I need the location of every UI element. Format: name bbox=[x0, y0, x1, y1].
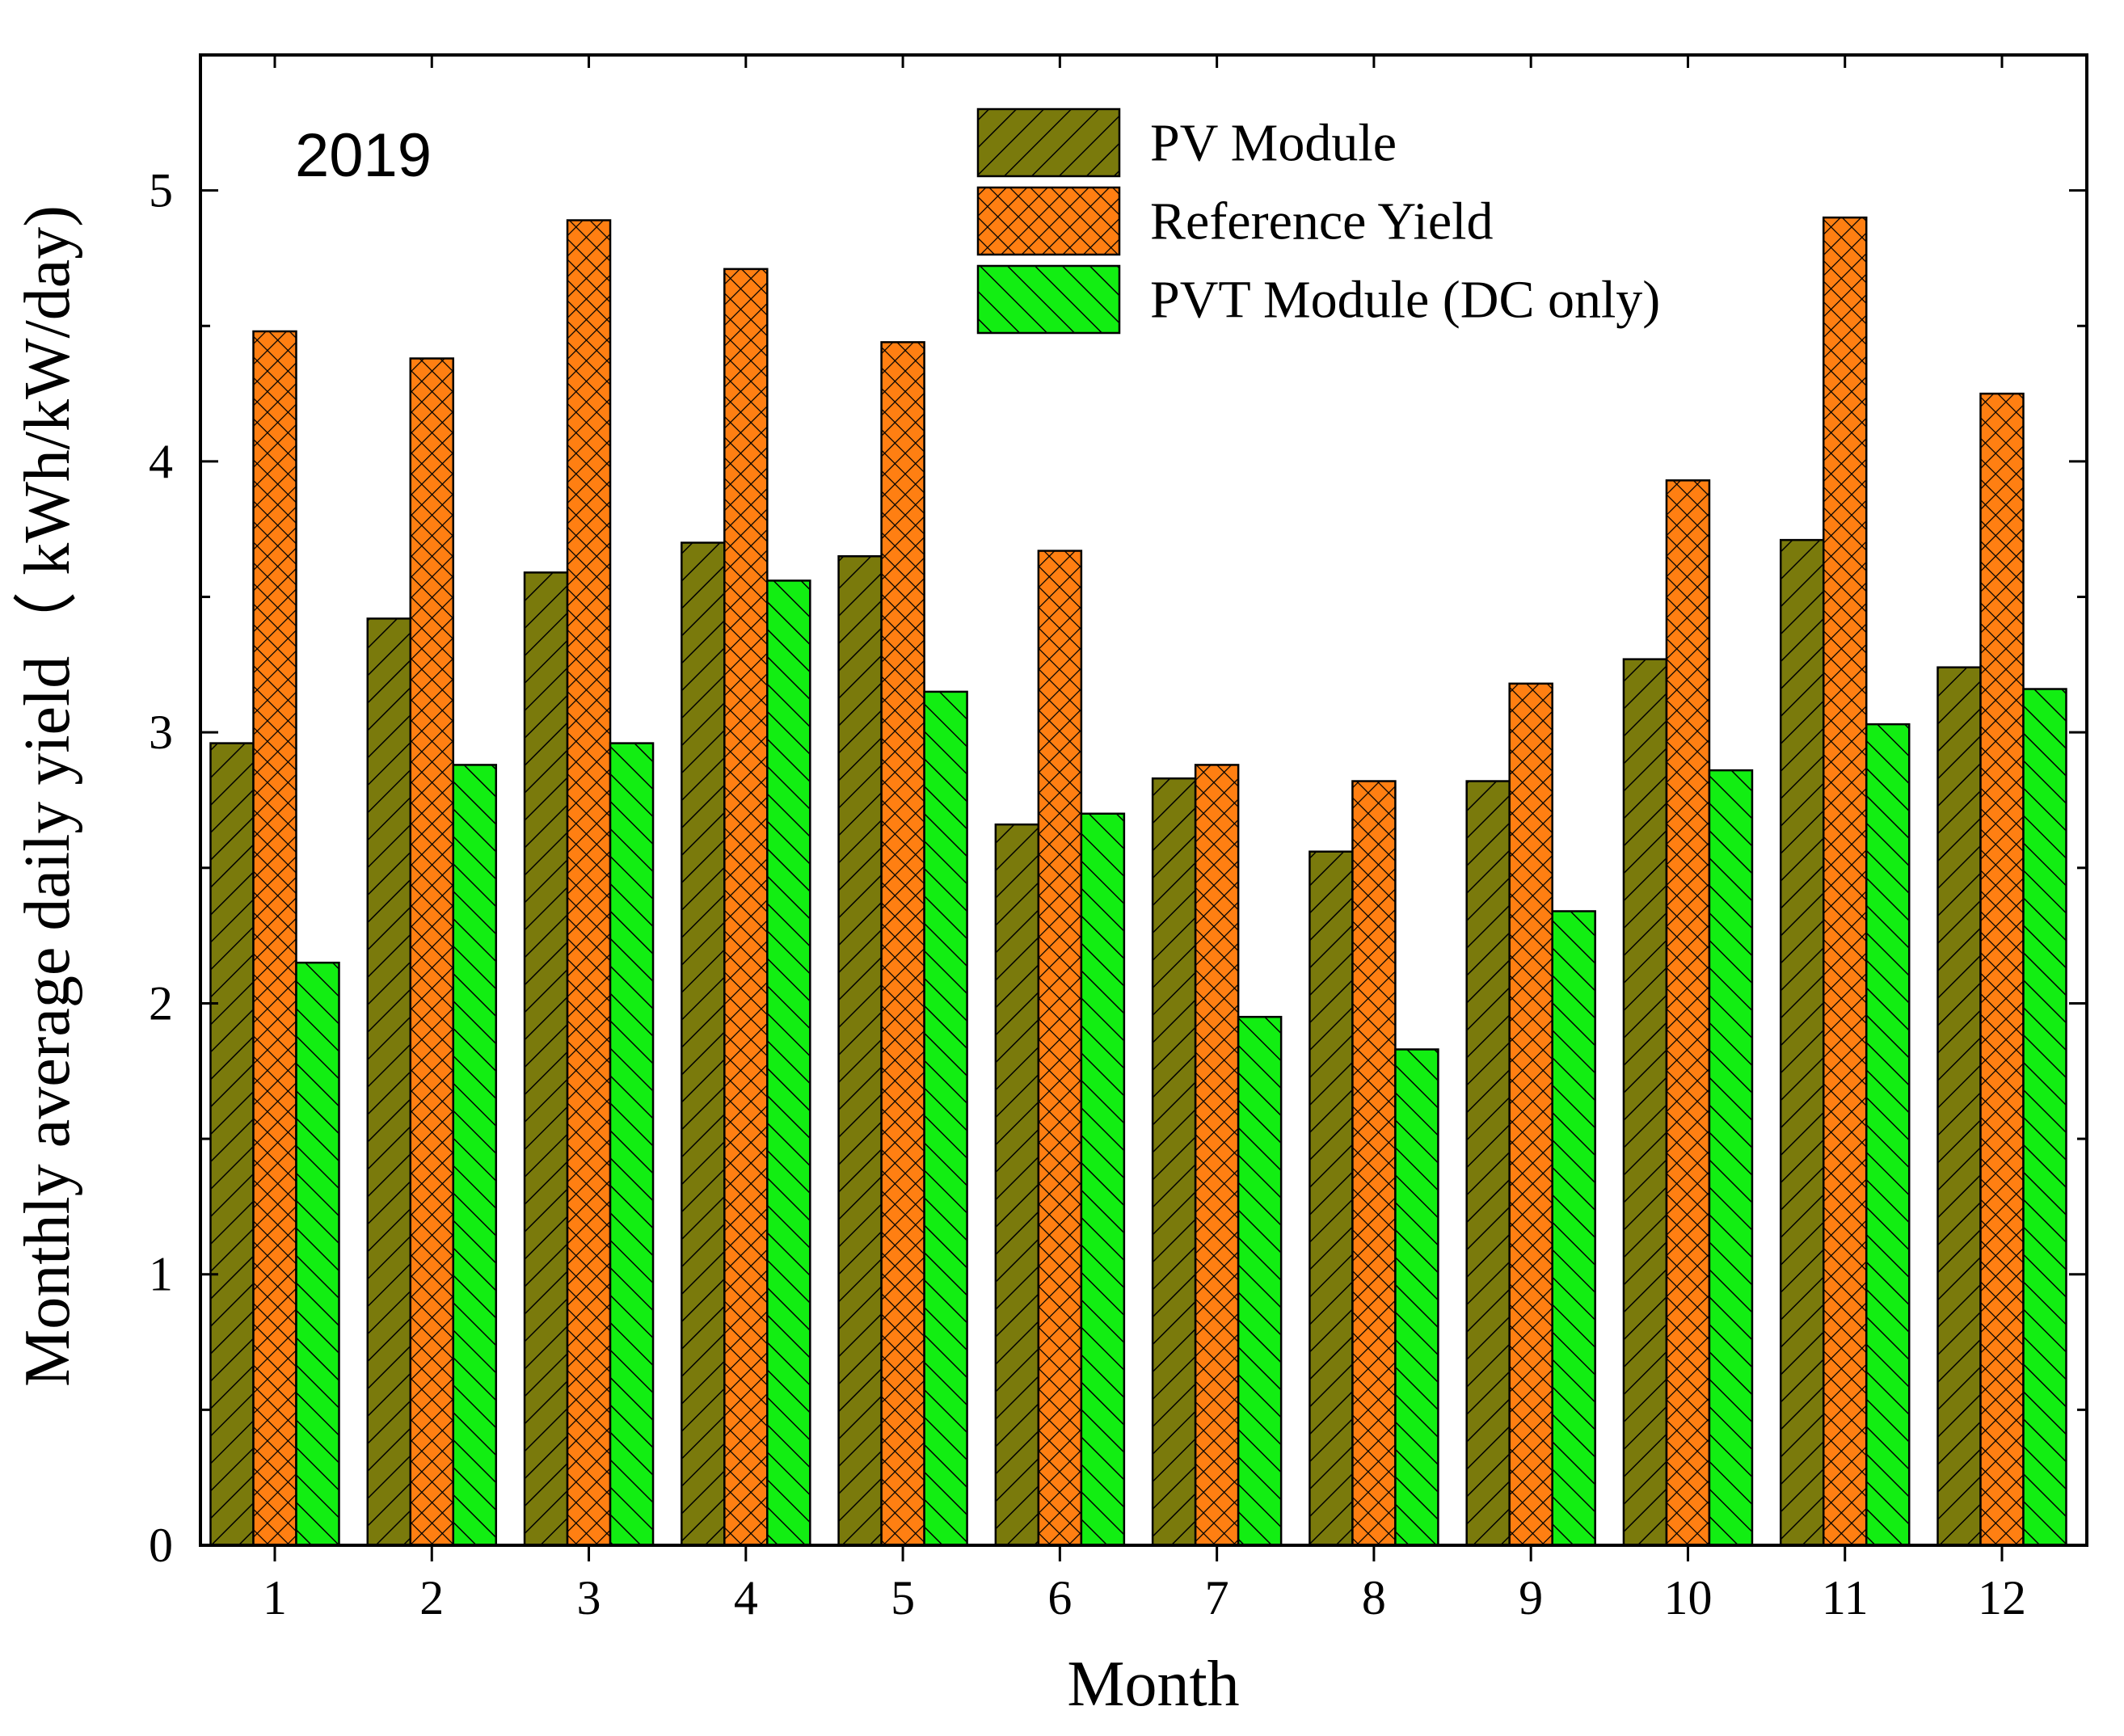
legend-swatch bbox=[976, 186, 1121, 256]
bar-pv-module-month-6 bbox=[994, 823, 1040, 1547]
x-tick-label: 5 bbox=[891, 1571, 915, 1624]
bar-pv-module-month-2 bbox=[366, 617, 412, 1547]
axes-group bbox=[199, 53, 2088, 1547]
bar-pvt-module-dc-only-month-4 bbox=[766, 579, 811, 1547]
bar-pvt-module-dc-only-month-12 bbox=[2022, 688, 2067, 1547]
bar-pv-module-month-11 bbox=[1779, 538, 1825, 1547]
legend-label: PV Module bbox=[1150, 114, 1397, 173]
x-tick-label: 1 bbox=[263, 1571, 287, 1624]
bar-pv-module-month-3 bbox=[523, 571, 569, 1547]
x-tick-label: 3 bbox=[577, 1571, 601, 1624]
x-tick-label: 7 bbox=[1205, 1571, 1229, 1624]
legend-label: Reference Yield bbox=[1150, 192, 1494, 251]
bar-pvt-module-dc-only-month-5 bbox=[923, 690, 968, 1547]
bar-pvt-module-dc-only-month-9 bbox=[1551, 910, 1596, 1547]
bar-pv-module-month-1 bbox=[209, 742, 255, 1547]
y-axis-title: Monthly average daily yield（ kWh/kW/day) bbox=[12, 205, 83, 1387]
bar-reference-yield-month-12 bbox=[1979, 392, 2025, 1547]
y-tick-label: 0 bbox=[149, 1519, 173, 1572]
bar-pvt-module-dc-only-month-3 bbox=[609, 742, 655, 1547]
legend-swatch bbox=[976, 264, 1121, 335]
bar-pv-module-month-8 bbox=[1309, 850, 1354, 1547]
y-tick-label: 4 bbox=[149, 435, 173, 488]
bar-reference-yield-month-4 bbox=[723, 268, 769, 1547]
bar-pv-module-month-9 bbox=[1465, 780, 1511, 1547]
bar-pv-module-month-12 bbox=[1936, 666, 1982, 1547]
bar-pvt-module-dc-only-month-10 bbox=[1708, 769, 1754, 1547]
bar-reference-yield-month-2 bbox=[409, 357, 455, 1547]
bar-pvt-module-dc-only-month-7 bbox=[1237, 1015, 1283, 1547]
bar-reference-yield-month-10 bbox=[1665, 479, 1711, 1547]
x-tick-label: 4 bbox=[734, 1571, 758, 1624]
bar-pv-module-month-5 bbox=[837, 555, 883, 1547]
legend: PV Module Reference Yield PVT Module (DC o… bbox=[976, 107, 1660, 335]
bar-reference-yield-month-5 bbox=[880, 341, 925, 1547]
y-tick-label: 5 bbox=[149, 164, 173, 217]
bar-pv-module-month-7 bbox=[1151, 777, 1197, 1547]
y-tick-label: 3 bbox=[149, 706, 173, 759]
y-tick-label: 1 bbox=[149, 1248, 173, 1301]
bar-reference-yield-month-1 bbox=[252, 330, 297, 1547]
bar-reference-yield-month-6 bbox=[1037, 550, 1083, 1547]
x-tick-label: 8 bbox=[1362, 1571, 1386, 1624]
y-tick-label: 2 bbox=[149, 976, 173, 1030]
x-tick-label: 9 bbox=[1519, 1571, 1543, 1624]
legend-swatch bbox=[976, 107, 1121, 178]
x-tick-label: 11 bbox=[1822, 1571, 1869, 1624]
bar-reference-yield-month-3 bbox=[566, 219, 612, 1547]
bar-pvt-module-dc-only-month-2 bbox=[452, 764, 498, 1547]
bar-reference-yield-month-8 bbox=[1351, 780, 1397, 1547]
x-tick-label: 10 bbox=[1663, 1571, 1712, 1624]
bar-reference-yield-month-11 bbox=[1822, 216, 1868, 1547]
bar-pvt-module-dc-only-month-6 bbox=[1080, 812, 1126, 1547]
plot-frame bbox=[199, 53, 2088, 1547]
bars-group bbox=[209, 216, 2067, 1547]
x-tick-label: 12 bbox=[1978, 1571, 2026, 1624]
bar-reference-yield-month-7 bbox=[1194, 764, 1240, 1547]
x-tick-label: 6 bbox=[1047, 1571, 1072, 1624]
bar-pvt-module-dc-only-month-8 bbox=[1394, 1048, 1439, 1547]
year-annotation: 2019 bbox=[295, 121, 432, 190]
x-axis-title: Month bbox=[1067, 1649, 1239, 1720]
x-tick-label: 2 bbox=[419, 1571, 444, 1624]
bar-pvt-module-dc-only-month-1 bbox=[295, 961, 340, 1547]
bar-reference-yield-month-9 bbox=[1508, 682, 1553, 1547]
bar-pv-module-month-10 bbox=[1622, 658, 1668, 1547]
legend-label: PVT Module (DC only) bbox=[1150, 271, 1660, 330]
bar-pv-module-month-4 bbox=[681, 541, 726, 1547]
bar-pvt-module-dc-only-month-11 bbox=[1865, 723, 1911, 1547]
